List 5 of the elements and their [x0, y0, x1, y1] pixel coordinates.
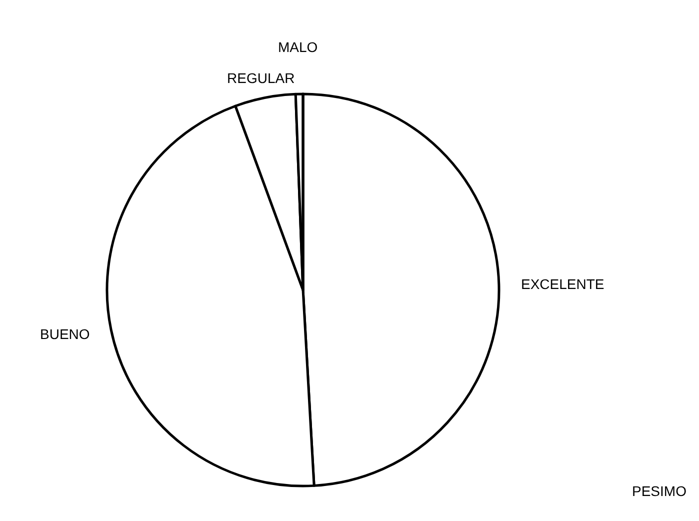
slice-label: BUENO [40, 326, 90, 342]
category-label: PESIMO [632, 483, 686, 499]
slice-label: MALO [278, 39, 318, 55]
slice-label: EXCELENTE [521, 276, 604, 292]
slice-label: REGULAR [227, 70, 295, 86]
